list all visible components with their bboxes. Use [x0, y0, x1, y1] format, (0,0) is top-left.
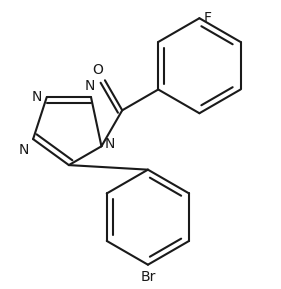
Text: Br: Br — [140, 270, 156, 284]
Text: N: N — [19, 143, 29, 157]
Text: F: F — [203, 11, 211, 25]
Text: O: O — [92, 63, 103, 77]
Text: N: N — [31, 90, 42, 104]
Text: N: N — [85, 79, 95, 93]
Text: N: N — [105, 137, 115, 151]
